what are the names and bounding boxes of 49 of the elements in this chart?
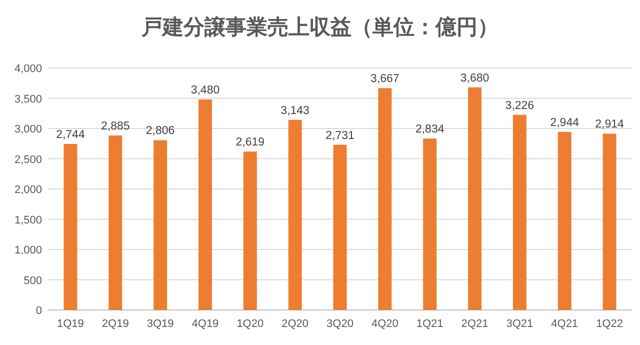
bar [602,134,616,310]
data-label: 3,680 [460,72,490,84]
x-tick-label: 3Q21 [506,318,534,330]
x-tick-label: 1Q19 [57,318,84,330]
data-label: 2,806 [146,125,175,138]
data-label: 2,834 [415,124,445,136]
y-tick-label: 2,000 [14,184,42,196]
data-label: 2,944 [550,116,580,129]
y-tick-label: 4,000 [14,63,42,75]
x-tick-label: 4Q21 [551,318,578,330]
bar [468,87,482,310]
bar [333,144,347,310]
y-tick-label: 1,500 [14,214,42,226]
bar [108,135,122,310]
data-label: 2,619 [236,136,265,149]
data-label: 3,226 [505,100,534,112]
data-label: 2,885 [100,120,130,132]
x-tick-label: 1Q20 [236,318,264,330]
x-tick-label: 2Q21 [461,318,488,330]
bar [558,132,572,310]
y-tick-label: 0 [36,305,42,317]
x-tick-label: 3Q20 [326,318,354,330]
x-tick-label: 4Q19 [192,318,219,330]
x-tick-label: 1Q21 [416,318,444,330]
x-tick-label: 1Q22 [596,318,623,330]
bar [198,99,212,310]
data-label: 2,914 [595,118,625,131]
y-tick-label: 3,000 [14,124,42,136]
x-tick-label: 2Q19 [102,318,129,330]
bar [154,140,168,310]
bar [64,144,78,310]
data-label: 3,480 [190,84,220,96]
x-tick-label: 4Q20 [371,318,398,330]
bar [288,120,302,310]
data-label: 3,143 [280,104,310,117]
data-label: 2,731 [326,130,354,142]
chart-title: 戸建分譲事業売上収益（単位：億円） [140,15,498,39]
data-label: 3,667 [370,73,400,86]
y-tick-label: 2,500 [14,154,42,166]
bar [423,138,437,310]
bar [378,88,392,310]
data-label: 2,744 [56,128,86,141]
bar [512,114,526,310]
x-tick-label: 2Q20 [282,318,309,330]
x-tick-label: 3Q19 [146,318,174,330]
y-tick-label: 3,500 [14,93,42,106]
y-tick-label: 1,000 [14,244,42,256]
y-tick-label: 500 [24,274,42,287]
bar [243,152,257,310]
